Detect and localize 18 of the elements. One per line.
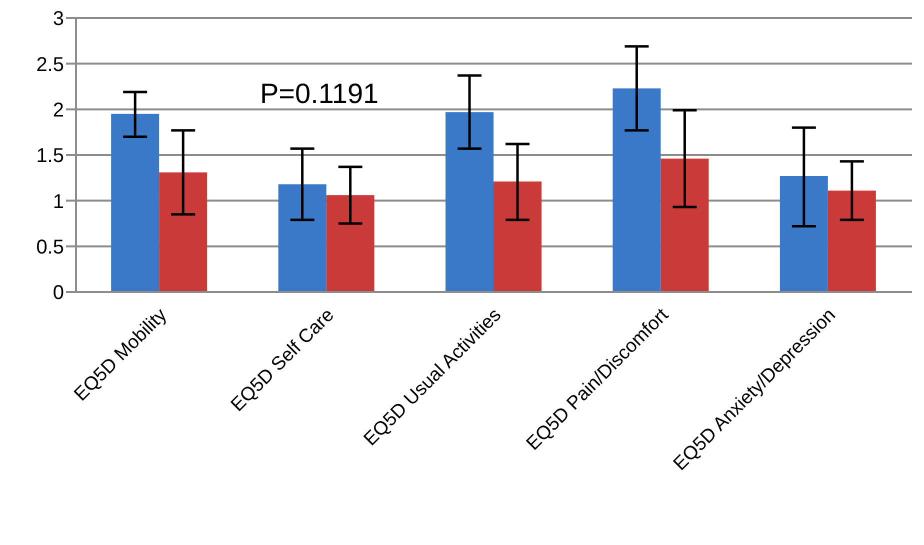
bar — [159, 172, 208, 292]
bar — [111, 114, 160, 292]
bar — [828, 190, 876, 292]
annotation: P=0.1191 — [260, 78, 379, 110]
y-tick-label: 1 — [52, 190, 64, 213]
y-tick-label: 0.5 — [36, 236, 64, 258]
y-tick-label: 2.5 — [36, 54, 64, 76]
bar — [326, 195, 374, 292]
bar — [446, 112, 494, 292]
y-tick-label: 1.5 — [36, 145, 64, 168]
y-tick-label: 2 — [52, 99, 64, 122]
y-tick-label: 3 — [52, 8, 64, 30]
bar — [612, 88, 661, 292]
bar — [278, 184, 326, 292]
bar — [660, 158, 709, 292]
y-tick-label: 0 — [52, 282, 64, 304]
bar — [494, 181, 542, 292]
bar — [780, 176, 828, 292]
